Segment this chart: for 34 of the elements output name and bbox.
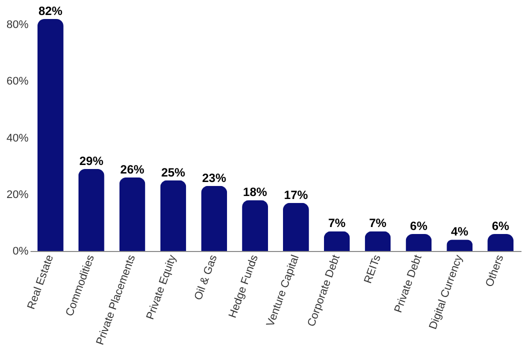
data-label: 23% (202, 170, 226, 185)
bar (242, 200, 268, 251)
y-tick-label: 20% (6, 188, 29, 201)
x-tick-label: Hedge Funds (226, 252, 261, 320)
data-label: 18% (243, 185, 268, 200)
x-tick-label: Private Equity (144, 252, 180, 322)
bar (488, 234, 514, 251)
data-label: 7% (369, 216, 387, 230)
bar (324, 231, 350, 251)
data-label: 6% (492, 219, 510, 234)
bar (201, 186, 228, 251)
data-label: 4% (450, 224, 469, 239)
x-tick-label: REITs (362, 252, 384, 286)
x-tick-label: Private Debt (392, 253, 424, 314)
data-label: 7% (328, 216, 346, 230)
bar (78, 168, 104, 251)
bar (282, 202, 309, 251)
bar (119, 177, 146, 251)
y-tick-label: 60% (6, 76, 29, 88)
data-label: 17% (284, 188, 308, 202)
bar (37, 19, 64, 251)
data-label: 26% (120, 162, 145, 176)
x-tick-label: Others (484, 252, 506, 289)
y-tick-label: 80% (6, 19, 29, 32)
data-label: 25% (161, 165, 186, 180)
bar (364, 231, 391, 251)
bar (446, 240, 473, 251)
data-label: 29% (79, 154, 104, 168)
bar (160, 180, 186, 251)
data-label: 6% (410, 219, 428, 234)
x-tick-label: Oil & Gas (192, 252, 220, 302)
bar (406, 234, 432, 251)
data-label: 82% (38, 4, 63, 18)
y-tick-label: 40% (6, 132, 29, 144)
